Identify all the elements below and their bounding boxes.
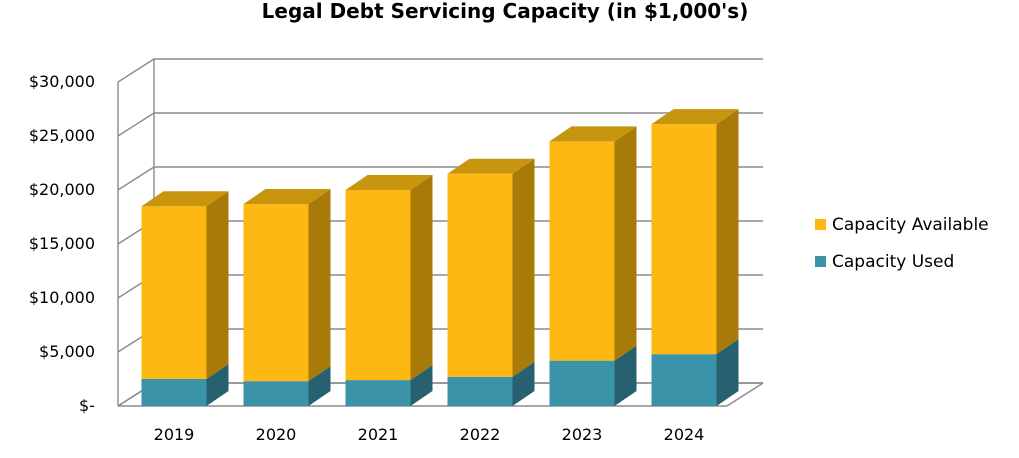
- bar-capacity-available-2024: [651, 124, 717, 355]
- y-tick-label: $10,000: [29, 288, 95, 307]
- x-tick-label: 2021: [358, 425, 399, 444]
- bar-capacity-available-2023: [549, 141, 615, 361]
- bar-group-2022: [447, 158, 535, 406]
- bar-top-2024: [651, 109, 739, 125]
- bar-side-capacity-used-2022: [512, 361, 535, 406]
- gridline-5: [117, 112, 763, 137]
- legend-swatch: [815, 256, 826, 267]
- bar-capacity-used-2023: [549, 360, 615, 406]
- bar-capacity-available-2020: [243, 204, 309, 382]
- bar-group-2019: [141, 191, 229, 406]
- bar-side-capacity-available-2022: [512, 158, 535, 377]
- y-axis-ticks: $- $5,000 $10,000 $15,000 $20,000 $25,000 $30,…: [29, 72, 95, 415]
- bar-side-capacity-available-2019: [206, 191, 229, 379]
- bar-side-capacity-used-2019: [206, 364, 229, 406]
- bar-side-capacity-used-2021: [410, 365, 433, 406]
- bar-top-2023: [549, 126, 637, 142]
- bar-side-capacity-available-2023: [614, 126, 637, 361]
- gridline-6: [117, 58, 763, 83]
- bar-side-capacity-available-2024: [716, 109, 739, 355]
- x-axis-ticks: 2019 2020 2021 2022 2023 2024: [154, 425, 705, 444]
- bar-top-2020: [243, 189, 331, 205]
- x-tick-label: 2019: [154, 425, 195, 444]
- bars: [141, 109, 739, 406]
- legend-label: Capacity Used: [832, 252, 954, 272]
- y-tick-label: $20,000: [29, 180, 95, 199]
- bar-side-capacity-used-2024: [716, 339, 739, 406]
- bar-side-capacity-used-2020: [308, 366, 331, 406]
- x-tick-label: 2023: [562, 425, 603, 444]
- bar-capacity-available-2019: [141, 206, 207, 379]
- bar-top-2022: [447, 158, 535, 174]
- y-tick-label: $15,000: [29, 234, 95, 253]
- y-tick-label: $5,000: [39, 342, 95, 361]
- bar-top-2019: [141, 191, 229, 207]
- bar-capacity-used-2024: [651, 354, 717, 406]
- y-tick-label: $-: [79, 396, 95, 415]
- bar-capacity-used-2022: [447, 376, 513, 406]
- chart-title: Legal Debt Servicing Capacity (in $1,000…: [262, 0, 749, 23]
- y-tick-label: $30,000: [29, 72, 95, 91]
- x-tick-label: 2024: [664, 425, 705, 444]
- bar-group-2023: [549, 126, 637, 406]
- legend-swatch: [815, 219, 826, 230]
- bar-capacity-used-2019: [141, 379, 207, 406]
- bar-capacity-used-2020: [243, 381, 309, 406]
- legend-label: Capacity Available: [832, 215, 989, 235]
- bar-group-2021: [345, 175, 433, 406]
- floor-right-edge: [726, 382, 764, 407]
- x-tick-label: 2022: [460, 425, 501, 444]
- x-tick-label: 2020: [256, 425, 297, 444]
- bar-side-capacity-used-2023: [614, 345, 637, 406]
- bar-capacity-available-2021: [345, 190, 411, 381]
- bar-group-2020: [243, 189, 331, 406]
- bar-side-capacity-available-2021: [410, 175, 433, 381]
- y-tick-label: $25,000: [29, 126, 95, 145]
- bar-capacity-used-2021: [345, 380, 411, 406]
- bar-capacity-available-2022: [447, 173, 513, 377]
- legend: Capacity Available Capacity Used: [815, 215, 989, 272]
- bar-top-2021: [345, 175, 433, 190]
- bar-side-capacity-available-2020: [308, 189, 331, 382]
- bar-group-2024: [651, 109, 739, 406]
